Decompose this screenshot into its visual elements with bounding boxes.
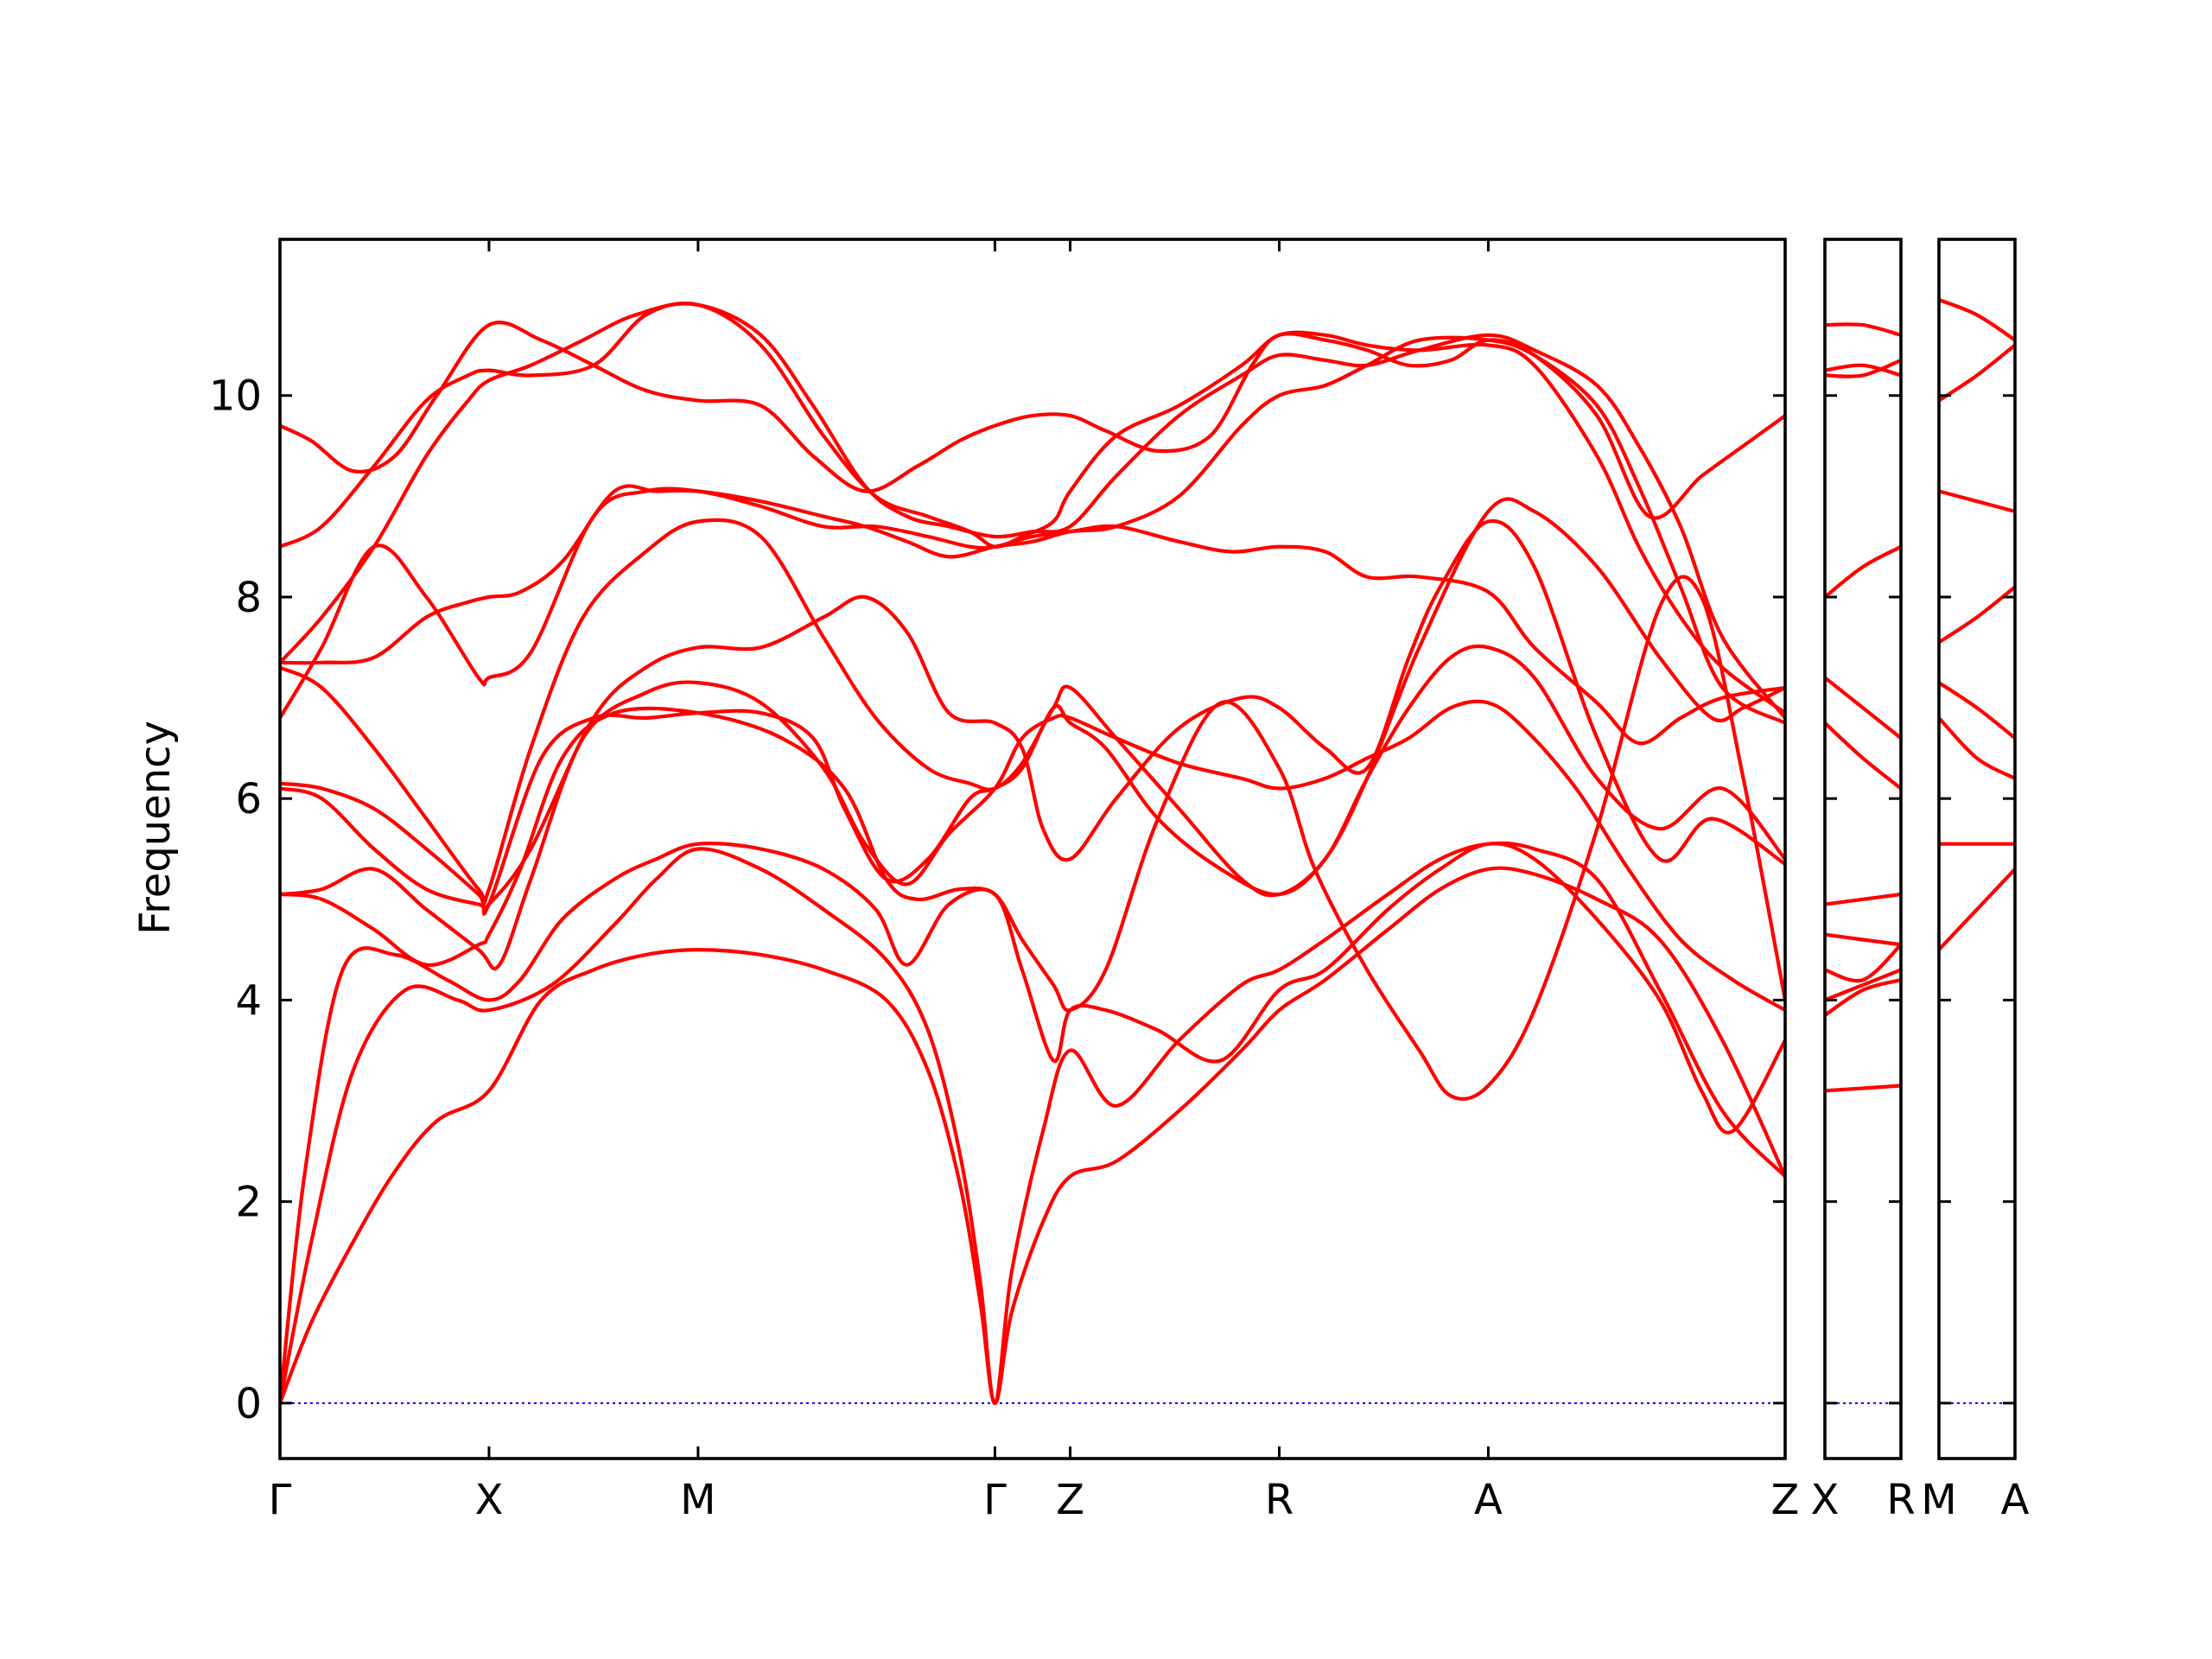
band-line-5 [1825, 932, 1901, 947]
y-axis-label: Frequency [131, 721, 180, 935]
band-line-3 [1825, 968, 1901, 1002]
band-line-8 [280, 497, 1785, 905]
panel-frame [1937, 238, 2017, 1460]
bands-group [1939, 297, 2015, 952]
y-tick-label: 10 [209, 372, 262, 421]
x-tick-label: R [1265, 1476, 1294, 1524]
band-line-10 [280, 335, 1785, 725]
band-line-5 [1939, 585, 2015, 645]
x-tick-label: X [474, 1476, 503, 1524]
band-line-11 [280, 302, 1785, 715]
y-tick-labels: 0 2 4 6 8 10 [209, 372, 262, 1428]
band-line-6 [1825, 892, 1901, 906]
band-line-6 [1939, 489, 2015, 513]
band-line-6 [280, 518, 1785, 912]
band-line-1 [1939, 867, 2015, 952]
bands-group [1825, 322, 1901, 1093]
panels-layer [278, 238, 2017, 1460]
y-tick-label: 4 [235, 976, 262, 1025]
panel-1 [278, 238, 1787, 1460]
x-tick-label: M [1921, 1476, 1956, 1524]
y-tick-label: 2 [235, 1179, 262, 1227]
band-line-3 [1939, 715, 2015, 780]
panel-3 [1937, 238, 2017, 1460]
band-line-9 [1825, 544, 1901, 600]
band-line-12 [280, 302, 1785, 720]
y-tick-label: 0 [235, 1380, 262, 1428]
band-line-10 [1825, 358, 1901, 378]
band-line-12 [1825, 322, 1901, 337]
x-tick-label: R [1886, 1476, 1915, 1524]
band-line-3 [280, 841, 1785, 1405]
band-line-11 [1825, 363, 1901, 378]
x-tick-label: M [680, 1476, 715, 1524]
band-line-7 [280, 644, 1785, 916]
band-line-7 [1825, 721, 1901, 791]
x-tick-label: X [1811, 1476, 1840, 1524]
x-tick-label: A [2001, 1476, 2030, 1524]
x-tick-label: Z [1771, 1476, 1800, 1524]
band-line-1 [1825, 1084, 1901, 1093]
band-line-8 [1939, 297, 2015, 342]
panel-2 [1823, 238, 1903, 1460]
band-line-8 [1825, 676, 1901, 741]
band-line-4 [1939, 681, 2015, 741]
y-tick-label: 8 [235, 574, 262, 622]
x-tick-label: A [1474, 1476, 1503, 1524]
y-tick-label: 6 [235, 775, 262, 823]
bands-group [280, 302, 1785, 1406]
band-line-4 [280, 575, 1785, 1101]
band-line-13 [280, 321, 1785, 520]
x-tick-label: Γ [983, 1476, 1007, 1524]
panel-frame [278, 238, 1787, 1460]
x-tick-label: Γ [269, 1476, 292, 1524]
x-tick-label: Z [1056, 1476, 1084, 1524]
band-line-2 [1825, 978, 1901, 1017]
band-line-4 [1825, 943, 1901, 983]
panel-frame [1823, 238, 1903, 1460]
